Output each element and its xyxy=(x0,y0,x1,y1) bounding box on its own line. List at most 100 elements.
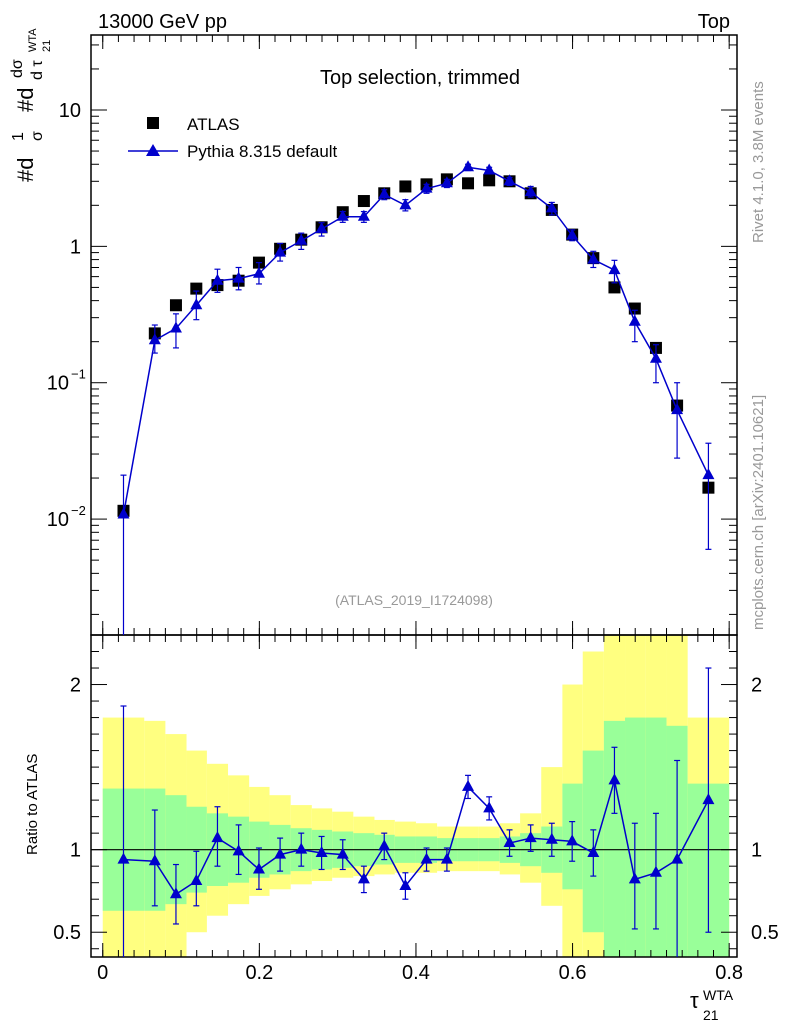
collision-energy-label: 13000 GeV pp xyxy=(98,11,227,33)
ratio-mc-points xyxy=(117,667,715,957)
mc-point xyxy=(357,209,370,221)
mc-point xyxy=(440,176,453,188)
mc-point xyxy=(702,468,715,480)
mc-point xyxy=(232,271,245,283)
ratio-point xyxy=(378,839,391,851)
ratio-y-tick-label-right: 1 xyxy=(751,840,762,862)
ratio-point xyxy=(295,842,308,854)
legend-mc-marker xyxy=(146,144,160,156)
ylabel-frac2-num: dσ xyxy=(9,59,26,78)
mc-point xyxy=(252,266,265,278)
y-tick-label: 10 xyxy=(59,100,81,122)
mc-point xyxy=(503,174,516,186)
rivet-version-label: Rivet 4.1.0, 3.8M events xyxy=(750,81,767,243)
y-tick-label: 10 xyxy=(47,373,69,395)
ratio-point xyxy=(190,874,203,886)
ratio-y-tick-label: 1 xyxy=(70,840,81,862)
x-tick-label: 0 xyxy=(97,962,108,984)
ratio-panel: 0 0.2 0.4 0.6 0.8 2 2 1 1 0.5 0.5 xyxy=(53,634,779,984)
atlas-data-point xyxy=(169,299,182,312)
mc-point xyxy=(315,222,328,234)
ratio-point xyxy=(315,845,328,857)
ratio-point xyxy=(545,832,558,844)
mc-point xyxy=(274,245,287,257)
band-inner-bin xyxy=(603,720,626,957)
ratio-point xyxy=(274,847,287,859)
ylabel-sub: 21 xyxy=(41,40,53,52)
ratio-point xyxy=(117,852,130,864)
mc-point xyxy=(169,321,182,333)
x-tick-label: 0.6 xyxy=(559,962,587,984)
analysis-reference: (ATLAS_2019_I1724098) xyxy=(335,592,493,608)
ratio-frame-border xyxy=(90,634,738,958)
xlabel-sup: WTA xyxy=(703,987,734,1003)
ratio-point xyxy=(232,844,245,856)
xlabel-base: τ xyxy=(690,988,699,1013)
mc-point xyxy=(462,160,475,172)
ratio-point xyxy=(252,862,265,874)
mc-point xyxy=(545,201,558,213)
mc-point xyxy=(608,263,621,275)
ylabel-sup: WTA xyxy=(27,28,39,52)
y-tick-label: 10 xyxy=(47,509,69,531)
atlas-data-point xyxy=(357,195,370,208)
mc-point xyxy=(211,273,224,285)
mc-point xyxy=(483,163,496,175)
y-tick-exponent: −1 xyxy=(71,367,86,382)
ratio-y-tick-label: 0.5 xyxy=(53,922,81,944)
mc-point xyxy=(190,298,203,310)
ylabel-frac1-num: 1 xyxy=(10,132,27,141)
y-tick-exponent: −2 xyxy=(71,503,86,518)
ratio-y-axis-label: Ratio to ATLAS xyxy=(24,754,41,855)
ratio-point xyxy=(503,836,516,848)
ratio-point xyxy=(148,854,161,866)
mc-series-line xyxy=(122,166,710,515)
ratio-point xyxy=(587,845,600,857)
legend-atlas-marker xyxy=(147,117,159,129)
mcplots-label: mcplots.cern.ch [arXiv:2401.10621] xyxy=(750,395,767,630)
main-data-points xyxy=(117,173,715,517)
ratio-point xyxy=(420,852,433,864)
main-mc-points xyxy=(117,160,715,635)
ratio-series-line xyxy=(123,780,710,896)
ratio-point xyxy=(524,831,537,843)
mc-point xyxy=(649,351,662,363)
ratio-point xyxy=(566,834,579,846)
ratio-y-tick-label-right: 2 xyxy=(751,675,762,697)
ratio-point xyxy=(671,852,684,864)
x-tick-label: 0.4 xyxy=(402,962,430,984)
ratio-point xyxy=(399,878,412,890)
plot-title: Top selection, trimmed xyxy=(320,67,520,89)
mc-point xyxy=(148,333,161,345)
mc-point xyxy=(399,198,412,210)
legend-mc-label: Pythia 8.315 default xyxy=(187,142,338,161)
ratio-point xyxy=(211,831,224,843)
main-y-axis-label: #d 1 σ #d dσ d τ WTA 21 xyxy=(9,28,53,182)
ratio-point xyxy=(483,801,496,813)
mc-point xyxy=(671,403,684,415)
mc-point xyxy=(628,314,641,326)
ratio-point xyxy=(649,865,662,877)
xlabel-sub: 21 xyxy=(703,1007,719,1023)
mc-point xyxy=(524,185,537,197)
atlas-data-point xyxy=(399,180,412,193)
ratio-point xyxy=(462,779,475,791)
y-tick-label: 1 xyxy=(70,236,81,258)
x-tick-label: 0.8 xyxy=(715,962,743,984)
mc-point xyxy=(587,252,600,264)
x-axis-label: τ WTA 21 xyxy=(690,987,734,1023)
atlas-data-point xyxy=(628,302,641,315)
ratio-y-tick-label: 2 xyxy=(70,675,81,697)
ratio-point xyxy=(357,872,370,884)
legend: ATLAS Pythia 8.315 default xyxy=(128,115,338,161)
legend-atlas-label: ATLAS xyxy=(187,115,240,134)
mc-point xyxy=(117,507,130,519)
ratio-point xyxy=(608,773,621,785)
mc-point xyxy=(295,233,308,245)
ratio-point xyxy=(336,847,349,859)
x-tick-label: 0.2 xyxy=(245,962,273,984)
mc-point xyxy=(566,228,579,240)
atlas-data-point xyxy=(483,174,496,187)
ratio-point xyxy=(440,852,453,864)
